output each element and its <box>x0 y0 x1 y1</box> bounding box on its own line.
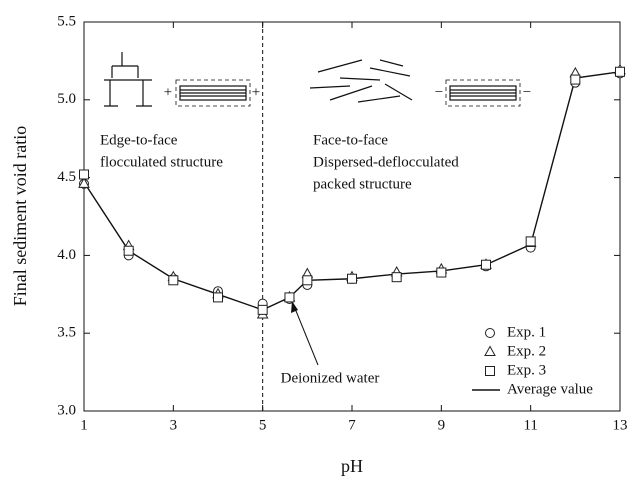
y-tick-label: 5.5 <box>57 13 76 29</box>
legend-label: Exp. 3 <box>507 362 546 378</box>
regime-label: Face-to-face <box>313 132 388 148</box>
x-tick-label: 1 <box>80 417 88 433</box>
regime-label: packed structure <box>313 176 412 192</box>
regime-label: Dispersed-deflocculated <box>313 154 459 170</box>
x-tick-label: 7 <box>348 417 356 433</box>
face-face-sketch <box>309 59 521 107</box>
marker <box>78 177 90 188</box>
charge: + <box>252 84 260 100</box>
regime-label: Edge-to-face <box>100 132 178 148</box>
x-axis-title: pH <box>341 456 363 476</box>
regime-label: flocculated structure <box>100 154 223 170</box>
y-axis-title: Final sediment void ratio <box>10 126 30 306</box>
x-tick-label: 5 <box>259 417 267 433</box>
marker <box>391 272 402 283</box>
arrow <box>291 301 319 366</box>
marker <box>213 292 223 303</box>
y-tick-label: 3.5 <box>57 325 76 341</box>
marker <box>257 304 268 315</box>
charge: + <box>164 84 172 100</box>
legend-label: Exp. 1 <box>507 324 546 340</box>
y-tick-label: 5.0 <box>57 91 76 107</box>
marker <box>570 74 581 85</box>
y-tick-label: 4.5 <box>57 169 76 185</box>
marker <box>525 236 536 247</box>
marker <box>284 292 295 303</box>
marker <box>123 245 134 256</box>
charge: − <box>523 84 531 100</box>
legend-symbol <box>485 366 495 376</box>
series-line <box>83 71 621 311</box>
marker <box>615 66 625 77</box>
legend-label: Average value <box>507 381 593 397</box>
x-tick-label: 11 <box>523 417 537 433</box>
y-tick-label: 3.0 <box>57 402 76 418</box>
marker <box>168 275 179 286</box>
marker <box>79 169 89 180</box>
legend-symbol <box>484 345 496 356</box>
legend-label: Exp. 2 <box>507 343 546 359</box>
marker <box>481 259 491 270</box>
marker <box>302 275 313 286</box>
x-tick-label: 13 <box>613 417 628 433</box>
edge-face-sketch <box>104 52 251 107</box>
arrow-label: Deionized water <box>281 370 380 386</box>
y-tick-label: 4.0 <box>57 247 76 263</box>
marker <box>347 273 357 284</box>
charge: − <box>435 84 443 100</box>
x-tick-label: 3 <box>170 417 178 433</box>
x-tick-label: 9 <box>438 417 446 433</box>
legend-symbol <box>485 328 495 338</box>
marker <box>436 267 447 278</box>
